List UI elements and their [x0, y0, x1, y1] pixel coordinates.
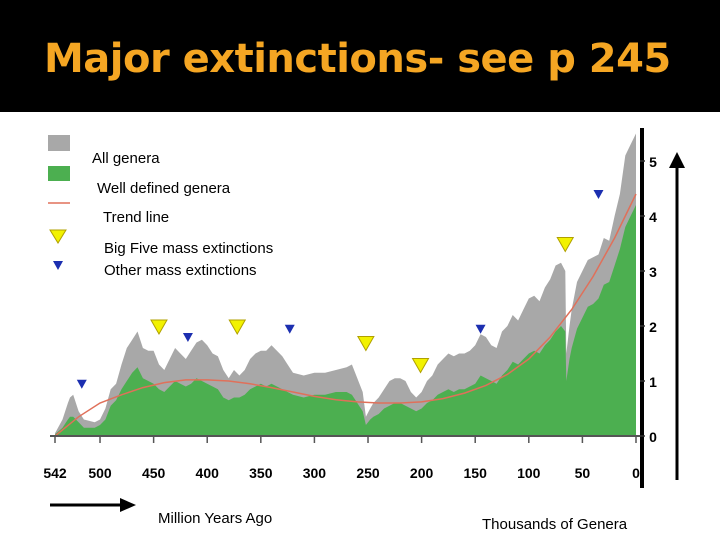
x-tick-label: 400: [196, 465, 220, 481]
right-axis-frame: [640, 128, 644, 488]
x-tick-label: 50: [575, 465, 591, 481]
x-tick-label: 0: [632, 465, 640, 481]
up-arrow-icon: [669, 152, 685, 168]
y-tick-label: 0: [649, 429, 657, 445]
y-tick-label: 5: [649, 154, 657, 170]
legend-swatch-other: [53, 261, 63, 270]
x-tick-label: 250: [356, 465, 380, 481]
right-arrow-icon: [120, 498, 136, 512]
legend-label-trend: Trend line: [103, 209, 169, 226]
title-bar: Major extinctions- see p 245: [0, 0, 720, 112]
big-five-extinction-marker: [228, 319, 247, 336]
x-tick-label: 542: [43, 465, 67, 481]
y-axis-label: Thousands of Genera: [482, 516, 628, 533]
x-axis-label: Million Years Ago: [158, 510, 273, 527]
other-extinction-marker: [182, 333, 193, 342]
trend-line: [54, 193, 637, 437]
x-tick-label: 450: [142, 465, 166, 481]
legend-label-big: Big Five mass extinctions: [104, 240, 273, 257]
big-five-extinction-marker: [150, 319, 168, 336]
other-extinction-marker: [284, 324, 295, 334]
legend-label-other: Other mass extinctions: [104, 262, 257, 279]
other-extinction-marker: [593, 190, 604, 199]
legend-swatch-well-defined: [48, 166, 70, 181]
slide-title: Major extinctions- see p 245: [44, 36, 671, 82]
all-genera-area: [55, 133, 636, 436]
legend-swatch-big-five: [49, 229, 67, 244]
legend-label-well: Well defined genera: [97, 180, 231, 197]
legend: All genera Well defined genera Trend line B…: [48, 135, 273, 279]
x-tick-label: 150: [464, 465, 488, 481]
extinction-chart: 542 500 450 400 350 300 250 200 150 100 50 0 012345…: [43, 128, 685, 512]
other-extinction-marker: [76, 379, 87, 389]
y-tick-label: 1: [649, 374, 657, 390]
other-extinction-marker: [475, 324, 486, 334]
legend-swatch-all-genera: [48, 135, 70, 151]
well-defined-genera-area: [55, 205, 636, 436]
x-tick-label: 300: [303, 465, 327, 481]
y-tick-label: 3: [649, 264, 657, 280]
big-five-extinction-marker: [357, 336, 375, 352]
x-tick-label: 200: [410, 465, 434, 481]
x-tick-label: 100: [517, 465, 541, 481]
big-five-extinction-marker: [411, 358, 430, 374]
legend-label-all: All genera: [92, 150, 160, 167]
x-tick-label: 350: [249, 465, 273, 481]
y-tick-label: 2: [649, 319, 657, 335]
big-five-extinction-marker: [556, 237, 575, 253]
x-tick-label: 500: [88, 465, 112, 481]
y-tick-label: 4: [649, 209, 657, 225]
